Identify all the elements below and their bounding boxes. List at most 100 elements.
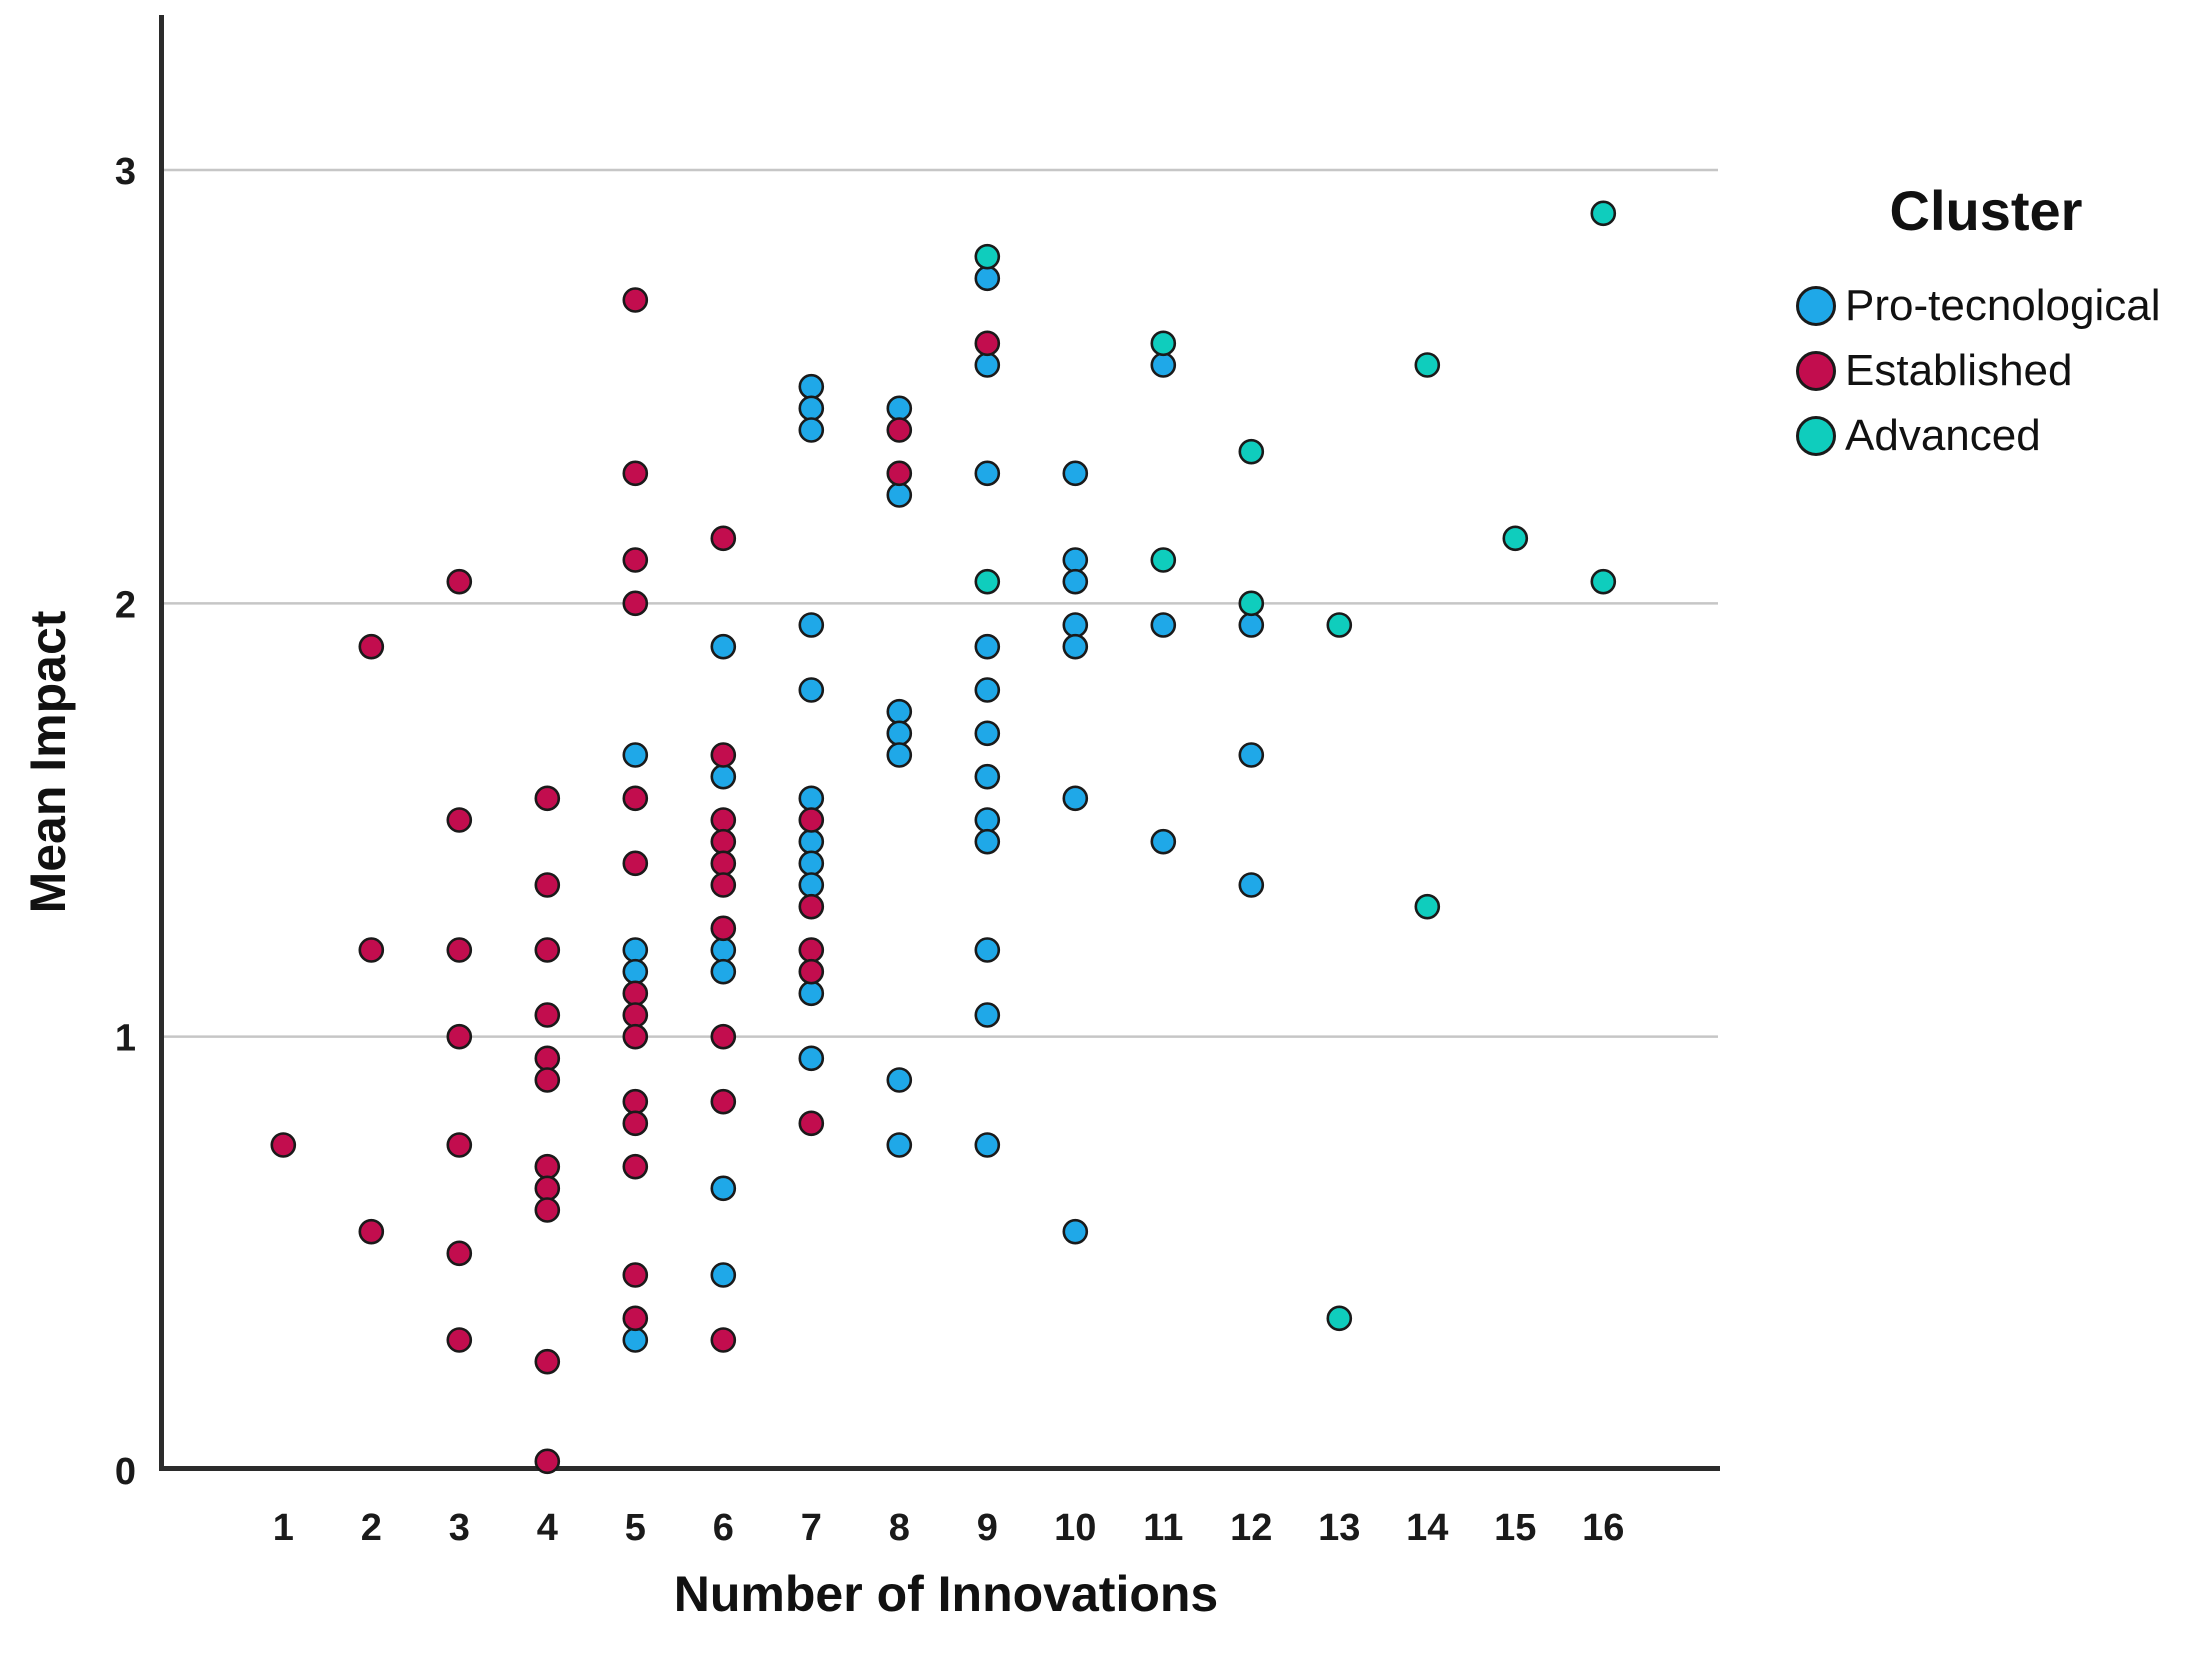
data-point — [710, 1175, 737, 1202]
y-tick-label: 0 — [115, 1451, 136, 1493]
data-point — [622, 850, 649, 877]
data-point — [622, 742, 649, 768]
data-point — [798, 937, 825, 963]
legend-item-label: Established — [1845, 346, 2073, 395]
data-point — [622, 590, 649, 617]
data-point — [710, 958, 737, 985]
data-point — [798, 893, 825, 920]
data-point — [622, 287, 649, 313]
data-point — [1062, 1218, 1089, 1245]
x-tick-label: 10 — [1054, 1507, 1096, 1549]
data-point — [710, 1262, 737, 1288]
data-point — [886, 395, 913, 422]
data-point — [534, 1175, 561, 1202]
data-point — [798, 373, 825, 400]
data-point — [1238, 590, 1265, 617]
data-point — [710, 828, 737, 855]
data-point — [622, 460, 649, 487]
x-tick-label: 3 — [449, 1507, 470, 1549]
data-point — [974, 243, 1001, 270]
y-axis-title: Mean Impact — [20, 610, 76, 914]
data-point — [710, 633, 737, 660]
data-point — [798, 1045, 825, 1072]
data-point — [534, 1067, 561, 1093]
data-point — [710, 850, 737, 877]
data-point — [1062, 633, 1089, 660]
data-point — [622, 1110, 649, 1137]
data-point — [974, 828, 1001, 855]
data-point — [798, 785, 825, 812]
data-point — [710, 1088, 737, 1115]
data-point — [622, 785, 649, 812]
data-point — [534, 785, 561, 812]
data-point — [974, 1002, 1001, 1028]
data-point — [1062, 460, 1089, 487]
legend-item-established: Established — [1796, 346, 2188, 395]
data-point — [974, 330, 1001, 357]
data-point — [798, 807, 825, 833]
data-point — [798, 958, 825, 985]
data-point — [534, 1002, 561, 1028]
data-point — [622, 980, 649, 1007]
x-tick-label: 13 — [1318, 1507, 1360, 1549]
data-point — [798, 417, 825, 443]
data-point — [798, 395, 825, 422]
axes — [159, 15, 1720, 1471]
data-point — [974, 460, 1001, 487]
data-point — [1150, 547, 1177, 573]
data-point — [358, 1218, 385, 1245]
data-point — [534, 937, 561, 963]
data-point — [270, 1132, 297, 1158]
data-point — [358, 633, 385, 660]
data-point — [710, 872, 737, 898]
data-point — [798, 980, 825, 1007]
data-point — [886, 482, 913, 508]
x-tick-label: 12 — [1230, 1507, 1272, 1549]
data-point — [886, 460, 913, 487]
data-point — [622, 1002, 649, 1028]
data-point — [622, 1153, 649, 1180]
data-point — [886, 1067, 913, 1093]
x-tick-label: 8 — [889, 1507, 910, 1549]
data-point — [1150, 612, 1177, 638]
data-point — [1326, 612, 1353, 638]
data-point — [622, 958, 649, 985]
data-point — [1062, 612, 1089, 638]
data-points — [270, 200, 1617, 1475]
data-point — [710, 1023, 737, 1050]
data-point — [974, 937, 1001, 963]
data-point — [886, 417, 913, 443]
data-point — [622, 1262, 649, 1288]
x-tick-label: 14 — [1406, 1507, 1448, 1549]
y-tick-label: 1 — [115, 1018, 136, 1060]
data-point — [798, 1110, 825, 1137]
data-point — [534, 1197, 561, 1223]
data-point — [622, 1023, 649, 1050]
legend-title: Cluster — [1889, 179, 2083, 242]
data-point — [798, 612, 825, 638]
data-point — [974, 265, 1001, 292]
data-point — [534, 1153, 561, 1180]
data-point — [1238, 872, 1265, 898]
data-point — [886, 698, 913, 725]
data-point — [622, 1305, 649, 1332]
data-point — [798, 828, 825, 855]
data-point — [1590, 200, 1617, 227]
data-point — [1062, 568, 1089, 595]
data-point — [1590, 568, 1617, 595]
data-point — [446, 1240, 473, 1267]
data-point — [534, 1448, 561, 1475]
data-point — [622, 1088, 649, 1115]
data-point — [798, 677, 825, 703]
x-tick-label: 9 — [977, 1507, 998, 1549]
legend-item-advanced: Advanced — [1796, 411, 2188, 460]
data-point — [446, 1132, 473, 1158]
data-point — [798, 872, 825, 898]
data-point — [886, 742, 913, 768]
x-tick-label: 1 — [273, 1507, 294, 1549]
data-point — [1150, 828, 1177, 855]
data-point — [710, 1327, 737, 1353]
